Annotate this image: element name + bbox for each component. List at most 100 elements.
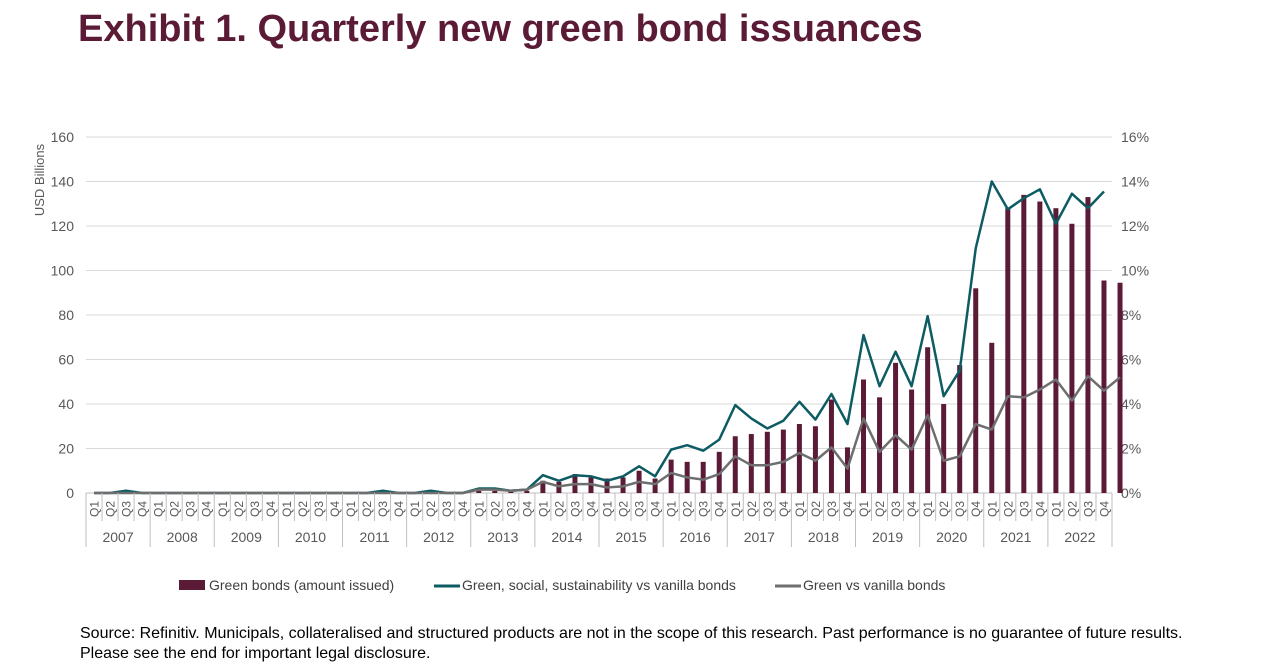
bar xyxy=(524,490,530,493)
bar xyxy=(973,288,979,493)
x-year-label: 2008 xyxy=(167,529,198,545)
y-tick-label: 80 xyxy=(58,307,74,323)
x-tick-label: Q1 xyxy=(472,501,486,517)
x-tick-label: Q3 xyxy=(825,501,839,517)
x-tick-label: Q1 xyxy=(1049,501,1063,517)
bar xyxy=(1053,208,1059,493)
x-year-label: 2022 xyxy=(1064,529,1095,545)
x-tick-label: Q4 xyxy=(841,501,855,517)
bar-series xyxy=(123,194,1123,494)
y2-tick-label: 12% xyxy=(1121,218,1149,234)
x-tick-label: Q4 xyxy=(713,501,727,517)
x-tick-label: Q1 xyxy=(601,501,615,517)
x-tick-label: Q4 xyxy=(392,501,406,517)
y-tick-label: 160 xyxy=(51,129,75,145)
y2-tick-label: 16% xyxy=(1121,129,1149,145)
x-tick-label: Q1 xyxy=(88,501,102,517)
x-tick-label: Q2 xyxy=(168,501,182,517)
x-tick-label: Q1 xyxy=(665,501,679,517)
bar xyxy=(508,491,514,493)
y2-tick-label: 14% xyxy=(1121,174,1149,190)
line-series xyxy=(94,180,1121,495)
x-tick-label: Q2 xyxy=(488,501,502,517)
x-tick-label: Q2 xyxy=(745,501,759,517)
x-year-label: 2016 xyxy=(680,529,711,545)
x-tick-label: Q3 xyxy=(376,501,390,517)
x-year-label: 2021 xyxy=(1000,529,1031,545)
bar xyxy=(925,347,931,493)
x-tick-label: Q3 xyxy=(633,501,647,517)
bar xyxy=(1085,197,1091,493)
y-axis-label: USD Billions xyxy=(32,143,47,216)
x-tick-label: Q4 xyxy=(1033,501,1047,517)
bar xyxy=(1101,280,1107,493)
x-tick-label: Q3 xyxy=(248,501,262,517)
x-tick-label: Q1 xyxy=(216,501,230,517)
bar xyxy=(540,480,546,493)
bar xyxy=(1021,194,1027,493)
x-tick-label: Q3 xyxy=(1017,501,1031,517)
x-tick-label: Q2 xyxy=(1065,501,1079,517)
x-tick-label: Q2 xyxy=(681,501,695,517)
x-tick-label: Q1 xyxy=(921,501,935,517)
x-tick-label: Q2 xyxy=(937,501,951,517)
y2-tick-label: 2% xyxy=(1121,441,1141,457)
y-tick-label: 140 xyxy=(51,174,75,190)
x-year-label: 2012 xyxy=(423,529,454,545)
x-year-label: 2007 xyxy=(102,529,133,545)
y-axis-title: USD Billions xyxy=(32,143,47,216)
bar xyxy=(668,459,674,494)
x-tick-label: Q3 xyxy=(120,501,134,517)
x-tick-label: Q4 xyxy=(136,501,150,517)
x-tick-label: Q3 xyxy=(889,501,903,517)
y-tick-label: 0 xyxy=(66,485,74,501)
x-tick-label: Q4 xyxy=(520,501,534,517)
bar xyxy=(764,431,770,493)
y2-tick-label: 10% xyxy=(1121,263,1149,279)
x-tick-label: Q2 xyxy=(104,501,118,517)
x-tick-label: Q4 xyxy=(328,501,342,517)
x-tick-label: Q2 xyxy=(617,501,631,517)
bar xyxy=(1117,282,1123,493)
bar xyxy=(957,365,963,493)
y-tick-label: 60 xyxy=(58,352,74,368)
legend: Green bonds (amount issued) Green, social… xyxy=(179,577,945,593)
x-tick-label: Q1 xyxy=(793,501,807,517)
bar xyxy=(1005,208,1011,493)
y-axis-right: 0% 2% 4% 6% 8% 10% 12% 14% 16% xyxy=(1121,129,1149,501)
x-tick-label: Q4 xyxy=(200,501,214,517)
x-tick-label: Q1 xyxy=(985,501,999,517)
x-year-label: 2017 xyxy=(744,529,775,545)
y-axis-left: 0 20 40 60 80 100 120 140 160 xyxy=(51,129,75,501)
bar xyxy=(861,379,867,493)
x-tick-label: Q1 xyxy=(344,501,358,517)
x-tick-label: Q3 xyxy=(953,501,967,517)
x-tick-label: Q3 xyxy=(312,501,326,517)
x-tick-label: Q2 xyxy=(232,501,246,517)
x-tick-label: Q1 xyxy=(408,501,422,517)
y2-tick-label: 8% xyxy=(1121,307,1141,323)
bar xyxy=(989,342,995,493)
x-tick-label: Q2 xyxy=(296,501,310,517)
x-tick-label: Q1 xyxy=(152,501,166,517)
x-year-label: 2010 xyxy=(295,529,326,545)
series-line-green xyxy=(94,374,1121,495)
x-tick-label: Q3 xyxy=(1081,501,1095,517)
x-tick-label: Q2 xyxy=(873,501,887,517)
bar xyxy=(941,404,947,493)
x-tick-label: Q3 xyxy=(504,501,518,517)
y2-tick-label: 0% xyxy=(1121,485,1141,501)
x-year-label: 2011 xyxy=(360,529,390,545)
legend-swatch-bars xyxy=(179,580,205,590)
x-year-label: 2009 xyxy=(231,529,262,545)
x-tick-label: Q2 xyxy=(552,501,566,517)
bar xyxy=(844,447,850,493)
source-note: Source: Refinitiv. Municipals, collatera… xyxy=(80,625,1183,662)
x-tick-label: Q1 xyxy=(729,501,743,517)
y-tick-label: 20 xyxy=(58,441,74,457)
legend-label: Green, social, sustainability vs vanilla… xyxy=(462,577,736,593)
x-tick-label: Q3 xyxy=(697,501,711,517)
y-tick-label: 120 xyxy=(51,218,75,234)
x-year-label: 2015 xyxy=(615,529,646,545)
x-tick-label: Q4 xyxy=(777,501,791,517)
